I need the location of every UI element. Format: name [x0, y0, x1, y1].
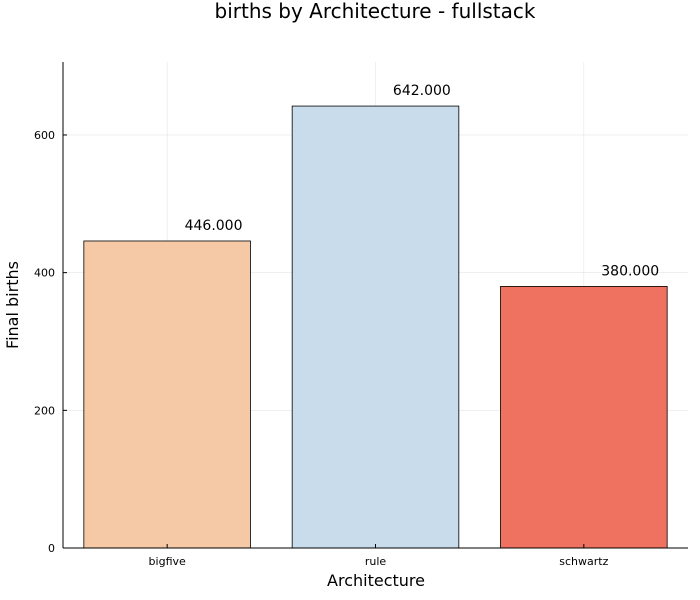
data-label: 380.000	[601, 263, 659, 279]
bars	[83, 105, 668, 549]
y-tick-label: 0	[48, 542, 55, 555]
data-label: 446.000	[185, 218, 243, 234]
x-tick-label: bigfive	[149, 555, 186, 568]
y-tick-label: 400	[34, 267, 55, 280]
x-tick-label: schwartz	[559, 555, 608, 568]
y-tick-label: 200	[34, 404, 55, 417]
bar-rule	[291, 105, 460, 549]
data-labels: 446.000 642.000 380.000	[185, 83, 660, 279]
chart-title: births by Architecture - fullstack	[215, 0, 536, 23]
tick-labels: 0 200 400 600 bigfive rule schwartz	[34, 129, 609, 568]
x-tick-label: rule	[365, 555, 387, 568]
y-axis-label: Final births	[3, 261, 22, 349]
data-label: 642.000	[393, 83, 451, 99]
x-axis-label: Architecture	[327, 571, 425, 590]
axes	[62, 62, 688, 549]
bar-schwartz	[500, 286, 668, 549]
bar-bigfive	[83, 240, 251, 549]
y-tick-label: 600	[34, 129, 55, 142]
